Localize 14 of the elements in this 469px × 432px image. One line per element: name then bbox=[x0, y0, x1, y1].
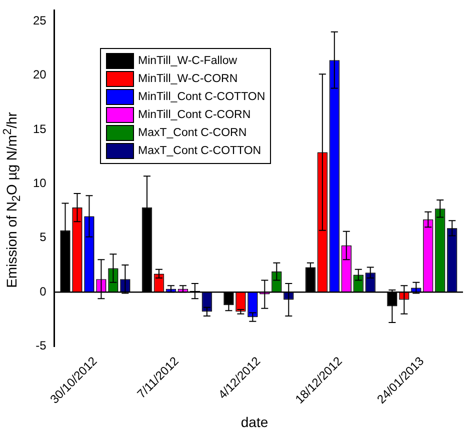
y-tick-label: 25 bbox=[32, 13, 47, 28]
x-axis-title: date bbox=[240, 414, 270, 430]
y-tick-label: 15 bbox=[32, 122, 47, 136]
legend-label: MinTill_Cont C-COTTON bbox=[138, 91, 266, 103]
legend-label: MinTill_W-C-CORN bbox=[138, 73, 238, 85]
y-tick-label: 5 bbox=[40, 230, 47, 244]
y-tick-label: 10 bbox=[32, 176, 47, 190]
y-tick-label: 0 bbox=[40, 284, 47, 298]
y-tick-label: 20 bbox=[32, 68, 47, 82]
legend-label: MinTill_W-C-Fallow bbox=[138, 55, 238, 67]
legend-label: MaxT_Cont C-COTTON bbox=[138, 145, 262, 157]
legend-label: MaxT_Cont C-CORN bbox=[138, 127, 247, 139]
y-tick-label: -5 bbox=[36, 338, 47, 353]
legend-label: MinTill_Cont C-CORN bbox=[138, 109, 251, 121]
